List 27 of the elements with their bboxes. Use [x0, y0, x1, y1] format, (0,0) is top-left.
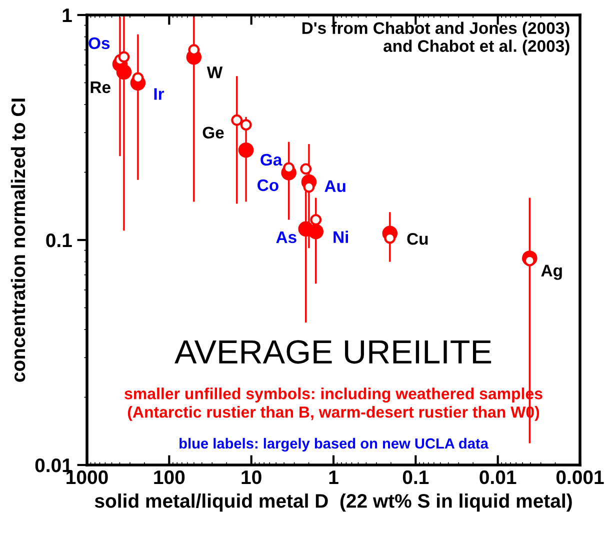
x-tick-label: 0.01: [480, 470, 516, 484]
annotation: Ni: [334, 230, 348, 243]
x-tick-label: 10: [242, 470, 262, 484]
annotation: D's from Chabot and Jones (2003) and Chabot et al. (2003): [302, 22, 570, 56]
annotation: Ag: [541, 264, 562, 280]
annotation: Os: [88, 37, 110, 50]
y-tick-label: 0.01: [35, 458, 72, 472]
annotation: Co: [258, 179, 278, 192]
annotation: AVERAGE UREILITE: [174, 340, 492, 364]
x-tick-label: 0.1: [402, 470, 429, 484]
y-axis-title: concentration normalized to CI: [10, 98, 26, 382]
annotation: Ir: [154, 88, 164, 100]
x-tick-label: 100: [154, 470, 185, 484]
annotation: Ge: [202, 126, 224, 138]
y-tick-label: 0.1: [46, 233, 72, 248]
annotation: Cu: [407, 233, 428, 245]
annotation: As: [276, 231, 296, 244]
annotation: W: [206, 66, 223, 78]
x-axis-title: solid metal/liquid metal D (22 wt% S in liquid metal): [94, 494, 572, 512]
annotation: Re: [90, 82, 110, 94]
y-tick-label: 1: [62, 8, 72, 22]
x-tick-label: 0.001: [556, 470, 604, 484]
annotation: Au: [324, 180, 346, 192]
x-tick-label: 1000: [66, 470, 108, 484]
annotation: Ga: [260, 154, 282, 166]
x-tick-label: 1: [329, 470, 338, 484]
annotation: blue labels: largely based on new UCLA data: [180, 438, 489, 452]
